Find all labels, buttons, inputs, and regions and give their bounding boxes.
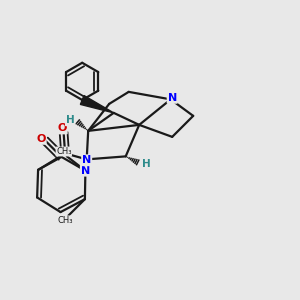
Text: H: H [66,116,75,125]
Text: CH₃: CH₃ [58,216,73,225]
Polygon shape [80,95,114,113]
Text: O: O [57,124,67,134]
Text: N: N [168,93,177,103]
Text: CH₃: CH₃ [56,147,72,156]
Text: O: O [36,134,46,144]
Text: H: H [142,159,151,169]
Text: N: N [81,166,90,176]
Text: N: N [82,155,91,165]
